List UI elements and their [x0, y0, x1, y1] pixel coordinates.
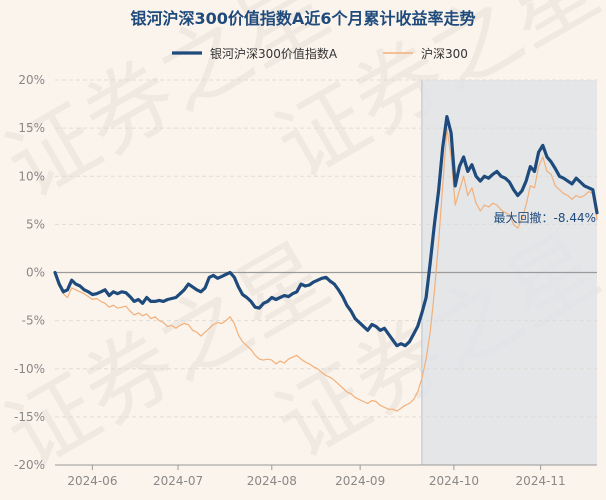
fund-series-line	[53, 114, 599, 348]
max-drawdown-annotation: 最大回撤：-8.44%	[494, 210, 596, 225]
x-tick-label: 2024-06	[67, 474, 117, 488]
x-tick-label: 2024-08	[247, 474, 297, 488]
y-tick-label: -15%	[14, 410, 45, 424]
x-tick-label: 2024-09	[335, 474, 385, 488]
y-tick-label: -5%	[22, 314, 45, 328]
chart-title: 银河沪深300价值指数A近6个月累计收益率走势	[131, 9, 476, 28]
y-tick-label: -10%	[14, 362, 45, 376]
legend-benchmark-label: 沪深300	[421, 47, 468, 61]
y-tick-label: 0%	[26, 266, 45, 280]
x-tick-label: 2024-07	[153, 474, 203, 488]
x-tick-label: 2024-10	[429, 474, 479, 488]
benchmark-series-line	[54, 127, 598, 412]
y-tick-label: 20%	[18, 73, 45, 87]
legend-fund-label: 银河沪深300价值指数A	[210, 46, 338, 61]
y-tick-label: 10%	[18, 169, 45, 183]
y-tick-label: 5%	[26, 217, 45, 231]
y-tick-label: 15%	[18, 121, 45, 135]
y-tick-label: -20%	[14, 458, 45, 472]
x-tick-label: 2024-11	[516, 474, 566, 488]
